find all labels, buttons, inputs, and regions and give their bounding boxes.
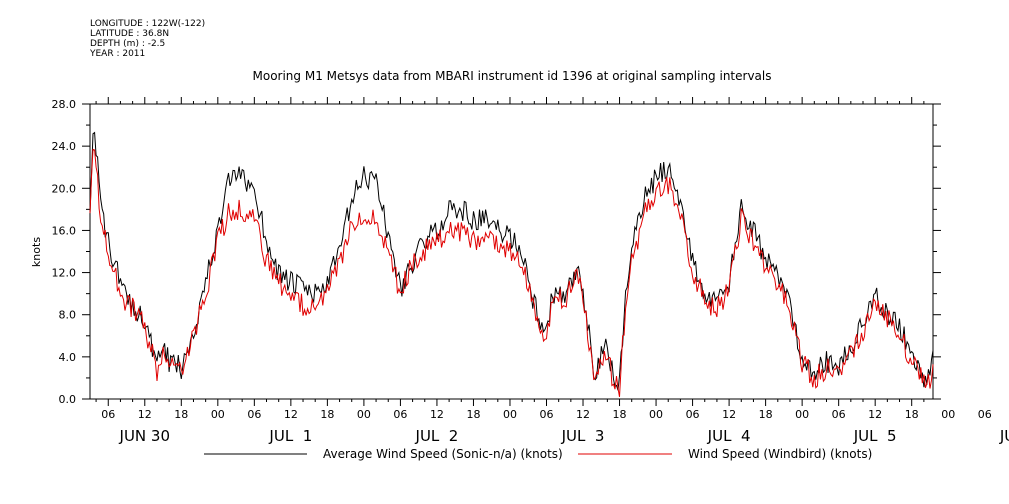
x-tick-label: 18 xyxy=(759,408,773,421)
chart-title: Mooring M1 Metsys data from MBARI instru… xyxy=(253,69,772,83)
y-tick-label: 12.0 xyxy=(52,267,77,280)
y-tick-label: 0.0 xyxy=(59,393,77,406)
day-labels: JUN 30 JUL 1 JUL 2 JUL 3 JUL 4 JUL 5 JUL 6 xyxy=(119,427,1009,445)
x-tick-label: 00 xyxy=(941,408,955,421)
legend-label-1: Average Wind Speed (Sonic-n/a) (knots) xyxy=(323,447,563,461)
x-tick-label: 00 xyxy=(649,408,663,421)
day-label: JUL 1 xyxy=(268,427,312,445)
x-tick-label: 12 xyxy=(138,408,152,421)
year-text: YEAR : 2011 xyxy=(90,49,146,59)
x-tick-label: 12 xyxy=(576,408,590,421)
longitude-text: LONGITUDE : 122W(-122) xyxy=(90,19,206,29)
depth-text: DEPTH (m) : -2.5 xyxy=(90,39,166,49)
x-tick-label: 06 xyxy=(978,408,992,421)
plot-frame xyxy=(89,103,934,400)
x-tick-label: 06 xyxy=(686,408,700,421)
y-tick-label: 16.0 xyxy=(52,224,77,237)
x-tick-label: 18 xyxy=(613,408,627,421)
day-label: JUL 6 xyxy=(999,427,1009,445)
legend-label-2: Wind Speed (Windbird) (knots) xyxy=(688,447,872,461)
x-tick-label: 06 xyxy=(247,408,261,421)
legend: Average Wind Speed (Sonic-n/a) (knots) Wi… xyxy=(204,447,872,461)
y-tick-label: 24.0 xyxy=(52,140,77,153)
x-tick-label: 12 xyxy=(868,408,882,421)
day-label: JUL 2 xyxy=(415,427,459,445)
series-lines xyxy=(89,131,934,397)
day-label: JUL 5 xyxy=(853,427,897,445)
x-tick-label: 18 xyxy=(905,408,919,421)
day-label: JUN 30 xyxy=(119,427,170,445)
x-tick-label: 06 xyxy=(393,408,407,421)
x-tick-label: 12 xyxy=(284,408,298,421)
day-label: JUL 3 xyxy=(561,427,605,445)
y-tick-label: 20.0 xyxy=(52,182,77,195)
x-tick-label: 18 xyxy=(466,408,480,421)
x-tick-label: 00 xyxy=(503,408,517,421)
axis-ticks xyxy=(82,97,941,406)
series-line-wind-speed-windbird xyxy=(89,148,934,397)
metadata-block: LONGITUDE : 122W(-122) LATITUDE : 36.8N … xyxy=(90,19,205,59)
x-tick-label: 12 xyxy=(722,408,736,421)
x-tick-label: 18 xyxy=(174,408,188,421)
x-tick-label: 18 xyxy=(320,408,334,421)
x-tick-label: 00 xyxy=(357,408,371,421)
day-label: JUL 4 xyxy=(707,427,751,445)
x-tick-label: 00 xyxy=(795,408,809,421)
y-tick-label: 28.0 xyxy=(52,98,77,111)
y-tick-labels: 0.0 4.0 8.0 12.0 16.0 20.0 24.0 28.0 xyxy=(52,98,77,406)
x-tick-labels: 06 12 18 00 06 12 18 00 06 12 18 00 06 12 18 00 06 12 18 00… xyxy=(101,408,992,421)
x-tick-label: 00 xyxy=(211,408,225,421)
x-tick-label: 12 xyxy=(430,408,444,421)
y-axis-label: knots xyxy=(30,237,43,267)
x-tick-label: 06 xyxy=(101,408,115,421)
x-tick-label: 06 xyxy=(832,408,846,421)
y-tick-label: 4.0 xyxy=(59,351,77,364)
x-tick-label: 06 xyxy=(539,408,553,421)
y-tick-label: 8.0 xyxy=(59,309,77,322)
series-line-average-wind-speed xyxy=(89,131,934,391)
latitude-text: LATITUDE : 36.8N xyxy=(90,29,170,39)
